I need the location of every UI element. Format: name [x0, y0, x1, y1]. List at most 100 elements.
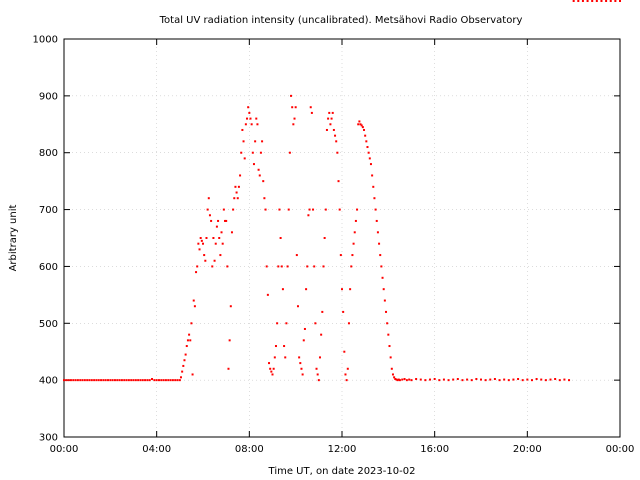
- data-point: [316, 373, 319, 376]
- data-point: [344, 373, 347, 376]
- x-tick-label: 12:00: [328, 444, 357, 455]
- data-point: [456, 378, 459, 381]
- data-point: [88, 379, 91, 382]
- data-point: [310, 111, 313, 114]
- data-point: [577, 0, 580, 2]
- data-point: [540, 378, 543, 381]
- data-point: [246, 117, 249, 120]
- data-point: [385, 310, 388, 313]
- data-point: [69, 379, 72, 382]
- data-point: [255, 117, 258, 120]
- data-point: [188, 333, 191, 336]
- data-point: [391, 373, 394, 376]
- data-point: [353, 231, 356, 234]
- data-point: [390, 367, 393, 370]
- data-point: [127, 379, 130, 382]
- data-point: [279, 237, 282, 239]
- data-point: [381, 276, 384, 279]
- data-point: [151, 378, 154, 381]
- data-point: [373, 197, 376, 200]
- data-point: [364, 134, 367, 137]
- data-point: [433, 378, 436, 381]
- data-point: [153, 379, 156, 382]
- data-point: [466, 378, 469, 381]
- data-point: [196, 265, 199, 268]
- data-point: [357, 123, 360, 126]
- data-point: [265, 265, 268, 268]
- data-point: [116, 379, 119, 382]
- data-point: [111, 379, 114, 382]
- data-point: [295, 254, 298, 257]
- data-point: [155, 379, 158, 382]
- data-point: [378, 242, 381, 245]
- data-point: [242, 140, 245, 143]
- data-point: [193, 305, 196, 308]
- data-point: [157, 379, 160, 382]
- x-axis-label: Time UT, on date 2023-10-02: [268, 466, 416, 477]
- data-point: [258, 174, 261, 177]
- x-tick-label: 08:00: [235, 444, 264, 455]
- data-point: [162, 379, 165, 382]
- data-point: [288, 151, 291, 154]
- data-point: [327, 117, 330, 120]
- data-point: [211, 265, 214, 268]
- data-point: [334, 134, 337, 137]
- data-point: [90, 379, 93, 382]
- data-point: [429, 378, 432, 381]
- data-point: [480, 378, 482, 381]
- data-point: [380, 265, 383, 268]
- data-point: [81, 379, 84, 382]
- data-point: [221, 242, 224, 245]
- data-point: [308, 208, 311, 211]
- data-point: [320, 333, 323, 336]
- data-point: [241, 128, 244, 131]
- data-point: [544, 379, 547, 382]
- data-point: [184, 353, 187, 356]
- data-point: [356, 208, 359, 211]
- data-point: [225, 219, 228, 222]
- data-point: [226, 265, 229, 268]
- data-point: [447, 379, 450, 382]
- data-point: [148, 379, 151, 382]
- data-point: [214, 242, 217, 245]
- data-point: [351, 254, 354, 257]
- data-point: [347, 322, 350, 325]
- data-point: [224, 219, 227, 222]
- data-point: [273, 356, 276, 359]
- data-point: [387, 333, 390, 336]
- data-point: [315, 367, 318, 370]
- data-point: [185, 345, 188, 348]
- data-point: [178, 379, 181, 382]
- data-point: [181, 370, 184, 373]
- data-point: [337, 180, 340, 183]
- data-point: [228, 339, 231, 342]
- x-tick-label: 16:00: [420, 444, 449, 455]
- data-point: [244, 123, 247, 126]
- data-point: [307, 214, 310, 217]
- data-point: [203, 254, 206, 257]
- data-point: [205, 237, 208, 239]
- data-point: [72, 379, 75, 382]
- data-point: [171, 379, 174, 382]
- data-point: [113, 379, 116, 382]
- data-point: [489, 378, 492, 381]
- data-point: [93, 379, 96, 382]
- data-point: [415, 378, 418, 381]
- data-point: [240, 151, 243, 154]
- data-point: [586, 0, 589, 2]
- data-point: [210, 219, 213, 222]
- data-point: [554, 378, 557, 381]
- data-point: [100, 379, 103, 382]
- data-point: [563, 378, 566, 381]
- data-point: [329, 123, 332, 126]
- data-point: [609, 0, 612, 2]
- data-point: [256, 123, 259, 126]
- data-point: [248, 111, 251, 114]
- data-point: [234, 185, 237, 188]
- data-point: [293, 117, 296, 120]
- data-point: [367, 151, 370, 154]
- data-point: [262, 180, 265, 183]
- data-point: [314, 322, 317, 325]
- data-point: [218, 237, 221, 239]
- data-point: [146, 379, 149, 382]
